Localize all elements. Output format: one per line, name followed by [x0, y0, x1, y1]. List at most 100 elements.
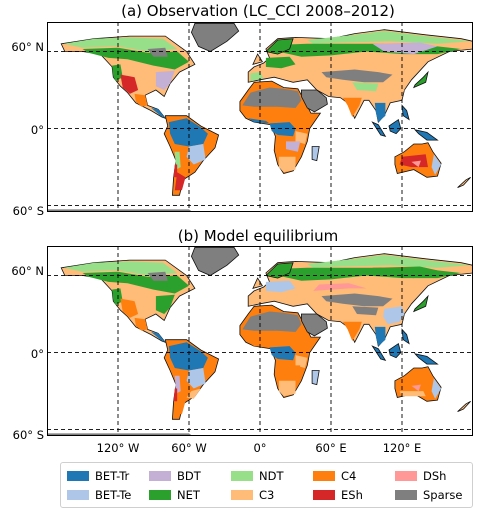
central-asia-sparse — [321, 69, 393, 83]
se-asia-tropical — [374, 102, 386, 123]
lon-tick-120w: 120° W — [96, 441, 140, 455]
legend-swatch-c3 — [231, 490, 253, 500]
legend-swatch-bet-tr — [67, 471, 89, 481]
africa-bdt — [286, 365, 301, 376]
congo-forest — [269, 346, 296, 361]
central-america-tropical — [151, 108, 166, 119]
map-panel-model — [47, 246, 473, 436]
australia-north — [413, 368, 431, 376]
australia-c3-band — [399, 391, 426, 397]
north-america-tundra — [63, 37, 178, 52]
panel-b-title: (b) Model equilibrium — [177, 227, 339, 245]
arabia-sparse — [300, 89, 328, 113]
north-america-west-forest — [112, 288, 123, 306]
central-america-tropical — [151, 332, 166, 343]
map-panel-observation — [47, 22, 473, 212]
southern-africa-c3 — [278, 380, 296, 397]
chile-coast — [173, 164, 178, 178]
hudson-bay — [147, 271, 168, 281]
australia-north — [413, 144, 431, 152]
west-africa-forest — [248, 342, 270, 348]
europe-forest — [265, 56, 296, 69]
legend-item-bdt: BDT — [149, 467, 201, 485]
legend-swatch-dsh — [395, 471, 417, 481]
legend-label-bet-tr: BET-Tr — [95, 469, 130, 483]
legend-item-c3: C3 — [231, 486, 274, 504]
legend-swatch-c4 — [313, 471, 335, 481]
north-america-west-shrub — [120, 74, 139, 94]
africa-bdt — [286, 141, 301, 152]
north-america-west-shrub — [120, 298, 139, 318]
asia-c3-band — [313, 283, 367, 291]
amazon-forest — [168, 342, 208, 371]
sumatra — [371, 345, 387, 361]
lon-tick-60w: 60° W — [171, 441, 207, 455]
north-america-east-forest — [155, 294, 175, 314]
australia-dsh — [411, 160, 421, 168]
lat-tick-0-a: 0° — [30, 123, 44, 137]
borneo — [388, 118, 402, 135]
legend-item-ndt: NDT — [231, 467, 283, 485]
new-guinea — [413, 353, 439, 365]
brazil-bet-te — [186, 368, 206, 389]
borneo — [388, 342, 402, 359]
lon-tick-60e: 60° E — [315, 441, 347, 455]
india-c4 — [342, 97, 362, 117]
legend-item-sparse: Sparse — [395, 486, 462, 504]
panel-a-title: (a) Observation (LC_CCI 2008–2012) — [121, 2, 395, 20]
greenland-sparse — [190, 246, 240, 276]
sumatra — [371, 121, 387, 137]
lon-tick-120e: 120° E — [382, 441, 422, 455]
madagascar — [311, 370, 320, 386]
new-zealand — [457, 400, 471, 412]
legend-swatch-esh — [313, 490, 335, 500]
siberia-tundra — [307, 31, 471, 44]
japan — [412, 294, 429, 313]
lat-tick-60n-b: 60° N — [11, 264, 44, 278]
west-africa-forest — [248, 118, 270, 124]
legend-swatch-bdt — [149, 471, 171, 481]
arabia-sparse — [300, 313, 328, 337]
philippines — [401, 104, 410, 121]
north-america-tundra — [63, 261, 178, 276]
legend-item-esh: ESh — [313, 486, 363, 504]
south-america-c3 — [186, 388, 201, 399]
lat-tick-60s-a: 60° S — [12, 204, 44, 218]
mexico-c4 — [134, 317, 148, 331]
new-guinea — [413, 129, 439, 141]
legend-item-bet-te: BET-Te — [67, 486, 131, 504]
hudson-bay — [147, 47, 168, 57]
legend-label-c3: C3 — [259, 488, 275, 502]
legend-label-c4: C4 — [341, 469, 357, 483]
map-frame — [47, 22, 473, 212]
china-east — [383, 306, 405, 325]
siberia-tundra — [307, 255, 471, 268]
east-africa-c3 — [295, 355, 308, 368]
greenland-sparse — [190, 22, 240, 52]
legend-swatch-sparse — [395, 490, 417, 500]
map-frame — [47, 246, 473, 436]
mexico-c4 — [134, 93, 148, 107]
australia-east-forest — [431, 378, 442, 399]
legend-label-bdt: BDT — [177, 469, 201, 483]
congo-forest — [269, 122, 296, 137]
philippines — [401, 328, 410, 345]
australia-interior — [399, 154, 428, 168]
legend-label-net: NET — [177, 488, 200, 502]
madagascar — [311, 146, 320, 162]
legend-label-dsh: DSh — [423, 469, 447, 483]
chile-coast — [173, 388, 178, 402]
scandinavia — [265, 38, 294, 55]
se-asia-tropical — [374, 326, 386, 347]
new-zealand — [457, 176, 471, 188]
australia-east-forest — [431, 154, 442, 175]
lat-tick-60s-b: 60° S — [12, 428, 44, 442]
legend-swatch-net — [149, 490, 171, 500]
legend: BET-Tr BET-Te BDT NET NDT C3 C4 ESh DSh Sparse — [60, 462, 473, 508]
sahara-sparse — [242, 87, 302, 108]
tibet-ndt — [352, 306, 379, 316]
patagonia-shrub — [174, 396, 186, 415]
brazil-bet-te — [186, 144, 206, 165]
australia-interior — [399, 378, 428, 392]
